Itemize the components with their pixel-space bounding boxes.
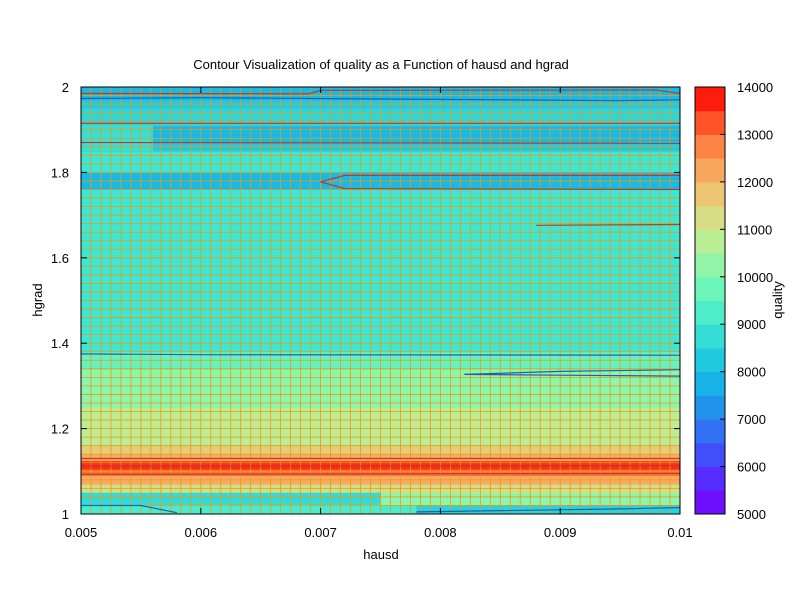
x-tick-label: 0.009	[544, 525, 577, 540]
colorbar-segment	[695, 466, 725, 491]
contour-line	[81, 504, 177, 514]
colorbar-tick-label: 7000	[737, 412, 766, 427]
colorbar-segment	[695, 110, 725, 135]
colorbar-tick-label: 14000	[737, 80, 773, 95]
colorbar-segment	[695, 158, 725, 183]
colorbar-ticks: 5000 6000 7000 8000 9000 10000 11000 12000 13000…	[720, 80, 773, 522]
colorbar-segment	[695, 87, 725, 112]
colorbar-segment	[695, 371, 725, 396]
contour-line	[320, 181, 680, 191]
colorbar-segment	[695, 324, 725, 349]
colorbar-segment	[695, 490, 725, 515]
y-tick-label: 1.2	[51, 422, 69, 437]
x-tick-label: 0.01	[667, 525, 692, 540]
colorbar-segment	[695, 395, 725, 420]
contour-line	[81, 141, 680, 144]
contour-line	[81, 353, 680, 356]
colorbar-segment	[695, 253, 725, 278]
y-axis-label: hgrad	[30, 283, 45, 316]
colorbar-label: quality	[770, 281, 785, 319]
colorbar-segment	[695, 134, 725, 159]
contour-line	[464, 369, 680, 375]
colorbar-tick-label: 12000	[737, 175, 773, 190]
y-tick-label: 1	[62, 507, 69, 522]
y-tick-label: 1.8	[51, 165, 69, 180]
y-tick-label: 1.4	[51, 336, 69, 351]
contour-line	[464, 373, 680, 377]
contour-line	[416, 507, 680, 513]
colorbar-segment	[695, 229, 725, 254]
colorbar-tick-label: 5000	[737, 507, 766, 522]
colorbar-tick-label: 10000	[737, 270, 773, 285]
contour-line	[81, 472, 680, 475]
colorbar-segment	[695, 442, 725, 468]
colorbar-tick-label: 13000	[737, 127, 773, 142]
contour-line	[320, 174, 680, 183]
colorbar-segment	[695, 181, 725, 207]
colorbar-tick-label: 9000	[737, 317, 766, 332]
x-tick-label: 0.006	[185, 525, 218, 540]
x-axis-ticks: 0.005 0.006 0.007 0.008 0.009 0.01	[65, 87, 693, 540]
plot-border	[80, 86, 681, 515]
x-tick-label: 0.007	[304, 525, 337, 540]
y-tick-label: 2	[62, 80, 69, 95]
x-axis-label: hausd	[363, 547, 398, 562]
colorbar-segment	[695, 347, 725, 373]
grid-lines	[81, 87, 680, 514]
colorbar-border	[694, 86, 726, 515]
colorbar-segment	[695, 419, 725, 444]
contour-line	[536, 223, 680, 226]
colorbar-segment	[695, 276, 725, 301]
colorbar-tick-label: 6000	[737, 460, 766, 475]
y-tick-label: 1.6	[51, 251, 69, 266]
contour-line	[81, 97, 680, 102]
plot-area	[81, 87, 680, 514]
colorbar-tick-label: 11000	[737, 222, 772, 237]
contour-line	[81, 465, 680, 467]
colorbar-tick-label: 8000	[737, 365, 766, 380]
x-tick-label: 0.005	[65, 525, 98, 540]
colorbar	[695, 87, 725, 515]
colorbar-segment	[695, 300, 725, 325]
colorbar-segment	[695, 205, 725, 230]
chart-title: Contour Visualization of quality as a Fu…	[193, 57, 569, 72]
y-axis-ticks: 1 1.2 1.4 1.6 1.8 2	[51, 80, 680, 522]
x-tick-label: 0.008	[424, 525, 457, 540]
